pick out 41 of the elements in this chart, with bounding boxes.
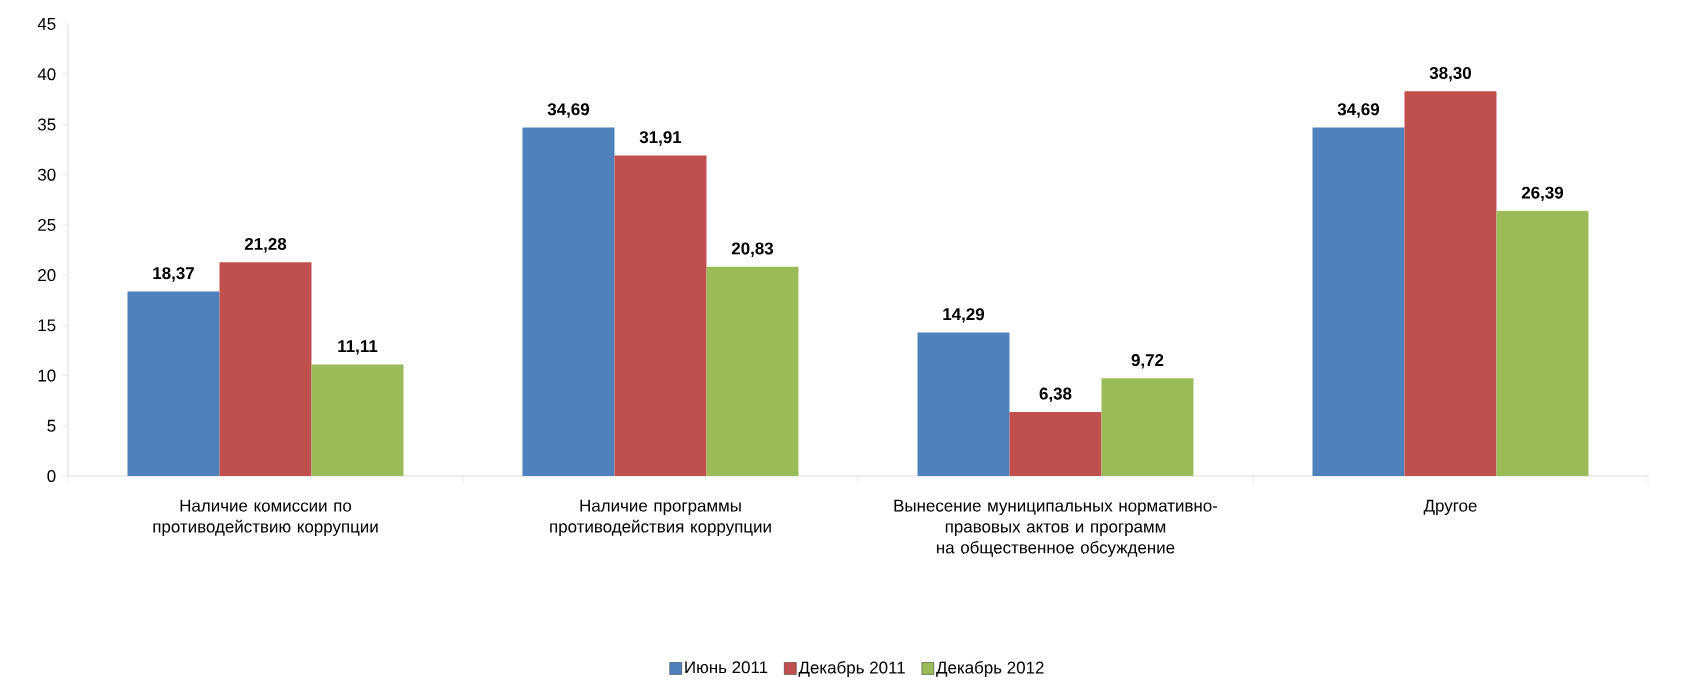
legend-label: Июнь 2011 (685, 661, 768, 674)
data-label: 26,39 (1521, 186, 1564, 202)
y-tick-label: 15 (38, 319, 56, 332)
bar (1404, 91, 1497, 476)
bar (706, 266, 799, 476)
bar (917, 332, 1010, 476)
bar (1312, 127, 1405, 476)
bar (311, 364, 404, 476)
y-tick-label: 30 (37, 168, 56, 181)
y-tick-label: 35 (37, 118, 56, 131)
legend-label: Декабрь 2011 (798, 660, 905, 677)
bar (614, 155, 707, 476)
x-tick-label: Вынесение муниципальных нормативно-правовых актов и программ на общественное обсуждение (894, 499, 1218, 557)
data-label: 14,29 (943, 308, 985, 323)
y-tick-label: 25 (38, 218, 56, 231)
y-tick-label: 5 (47, 419, 56, 432)
bar (1101, 378, 1194, 476)
x-tick-label: Наличие комиссии по противодействию коррупции (153, 499, 378, 536)
bar (127, 291, 220, 476)
data-label: 6,38 (1039, 387, 1072, 403)
data-label: 21,28 (244, 237, 287, 253)
bar (1496, 210, 1589, 476)
y-tick-label: 45 (37, 18, 56, 30)
data-label: 18,37 (153, 267, 194, 282)
bar (219, 262, 312, 476)
data-label: 31,91 (639, 131, 682, 146)
bar (522, 127, 615, 476)
x-tick-label: Другое (1423, 499, 1477, 516)
y-tick-label: 40 (37, 68, 56, 81)
data-label: 34,69 (1337, 103, 1380, 118)
data-label: 38,30 (1429, 67, 1471, 82)
y-tick-label: 0 (47, 470, 56, 482)
x-tick-label: Наличие программы противодействия коррупции (550, 499, 771, 536)
data-label: 11,11 (338, 340, 378, 355)
data-label: 34,69 (547, 103, 590, 118)
data-label: 20,83 (731, 242, 774, 257)
y-tick-label: 20 (38, 269, 56, 282)
y-tick-label: 10 (38, 369, 56, 382)
legend-label: Декабрь 2012 (936, 660, 1044, 677)
bar (1009, 411, 1102, 476)
data-label: 9,72 (1131, 354, 1164, 369)
